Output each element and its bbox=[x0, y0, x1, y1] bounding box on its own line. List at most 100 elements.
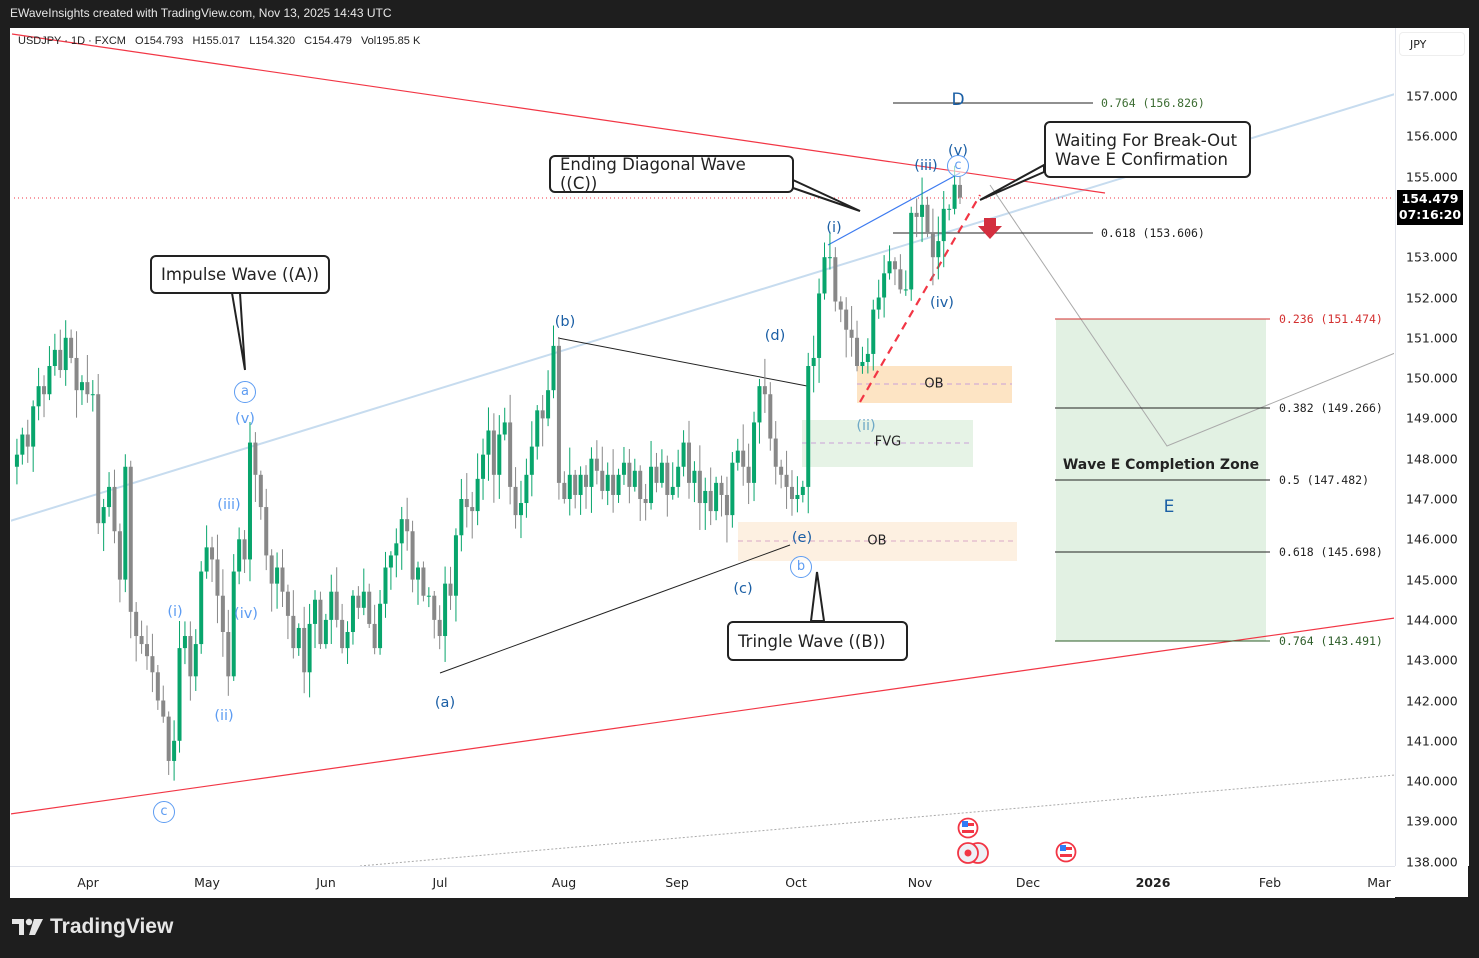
candle[interactable] bbox=[47, 366, 52, 395]
candle[interactable] bbox=[264, 507, 269, 556]
candle[interactable] bbox=[416, 567, 420, 580]
candle[interactable] bbox=[892, 261, 897, 270]
candle[interactable] bbox=[323, 619, 328, 645]
candle[interactable] bbox=[459, 499, 464, 536]
candle[interactable] bbox=[448, 583, 453, 596]
candle[interactable] bbox=[621, 462, 626, 475]
candle[interactable] bbox=[36, 386, 41, 407]
candle[interactable] bbox=[898, 269, 903, 290]
candle[interactable] bbox=[882, 273, 887, 298]
candle[interactable] bbox=[594, 458, 599, 471]
candle[interactable] bbox=[518, 503, 523, 516]
projection-path[interactable] bbox=[989, 184, 1395, 447]
wave-label[interactable]: (b) bbox=[554, 314, 576, 330]
candle[interactable] bbox=[79, 382, 84, 391]
candle[interactable] bbox=[318, 599, 323, 645]
wave-label[interactable]: E bbox=[1163, 497, 1175, 517]
candle[interactable] bbox=[329, 591, 334, 620]
candle[interactable] bbox=[172, 740, 177, 761]
candle[interactable] bbox=[941, 208, 946, 242]
wave-label[interactable]: (iii) bbox=[217, 497, 241, 513]
candle[interactable] bbox=[616, 474, 621, 495]
candle[interactable] bbox=[128, 466, 133, 612]
us-flag-event-icon[interactable] bbox=[957, 817, 979, 839]
candle[interactable] bbox=[714, 482, 719, 512]
candle[interactable] bbox=[253, 442, 258, 475]
triangle-lower-line[interactable] bbox=[439, 544, 791, 674]
candle[interactable] bbox=[421, 567, 426, 596]
candle[interactable] bbox=[605, 474, 610, 491]
candle[interactable] bbox=[659, 462, 664, 483]
candle[interactable] bbox=[703, 490, 708, 504]
circle-wave-label[interactable]: c bbox=[947, 155, 969, 177]
candle[interactable] bbox=[491, 430, 496, 475]
candle[interactable] bbox=[654, 466, 659, 483]
candle[interactable] bbox=[155, 672, 160, 701]
candle[interactable] bbox=[307, 623, 312, 673]
candle[interactable] bbox=[578, 474, 583, 495]
candle[interactable] bbox=[643, 499, 648, 504]
candle[interactable] bbox=[188, 636, 193, 677]
candle[interactable] bbox=[464, 499, 469, 508]
candle[interactable] bbox=[811, 357, 816, 367]
candle[interactable] bbox=[210, 547, 215, 560]
candle[interactable] bbox=[350, 595, 355, 632]
candle[interactable] bbox=[876, 297, 881, 310]
candle[interactable] bbox=[567, 474, 572, 499]
candle[interactable] bbox=[139, 636, 144, 645]
candle[interactable] bbox=[269, 555, 274, 584]
candle[interactable] bbox=[800, 486, 805, 495]
candle[interactable] bbox=[632, 470, 637, 487]
candle[interactable] bbox=[871, 309, 876, 354]
candle[interactable] bbox=[546, 390, 551, 419]
candle[interactable] bbox=[784, 474, 789, 487]
candle[interactable] bbox=[96, 394, 101, 524]
candle[interactable] bbox=[296, 627, 301, 649]
candle[interactable] bbox=[220, 595, 225, 632]
currency-button[interactable]: JPY bbox=[1399, 32, 1465, 56]
candle[interactable] bbox=[367, 591, 372, 624]
candle[interactable] bbox=[475, 478, 480, 512]
candle[interactable] bbox=[437, 619, 442, 637]
candle[interactable] bbox=[752, 422, 757, 483]
candle[interactable] bbox=[833, 257, 838, 302]
circle-wave-label[interactable]: a bbox=[234, 381, 256, 403]
candle[interactable] bbox=[508, 422, 513, 487]
candle[interactable] bbox=[280, 567, 285, 592]
candle[interactable] bbox=[166, 716, 171, 761]
tradingview-logo[interactable]: TradingView bbox=[12, 915, 173, 939]
candle[interactable] bbox=[573, 474, 578, 495]
wave-label[interactable]: (v) bbox=[235, 411, 255, 427]
candle[interactable] bbox=[589, 458, 594, 487]
candle[interactable] bbox=[556, 345, 561, 483]
candle[interactable] bbox=[426, 595, 431, 597]
candle[interactable] bbox=[85, 382, 90, 395]
candle[interactable] bbox=[31, 406, 36, 447]
candle[interactable] bbox=[860, 361, 865, 367]
candle[interactable] bbox=[649, 466, 654, 504]
candle[interactable] bbox=[199, 571, 204, 645]
candle[interactable] bbox=[925, 204, 930, 234]
candle[interactable] bbox=[117, 531, 122, 580]
waiting-breakout-callout[interactable]: Waiting For Break-Out Wave E Confirmation bbox=[1044, 121, 1251, 178]
candle[interactable] bbox=[231, 571, 236, 677]
candle[interactable] bbox=[74, 357, 79, 391]
candle[interactable] bbox=[247, 442, 252, 560]
candle[interactable] bbox=[844, 309, 849, 330]
candle[interactable] bbox=[107, 486, 112, 508]
candle[interactable] bbox=[670, 486, 675, 495]
wave-label[interactable]: (ii) bbox=[214, 708, 234, 724]
candle[interactable] bbox=[161, 700, 166, 717]
candle[interactable] bbox=[817, 293, 822, 358]
time-axis[interactable]: Apr May Jun Jul Aug Sep Oct Nov Dec 2026 Feb Mar bbox=[10, 866, 1395, 898]
dotted-support-line[interactable] bbox=[359, 774, 1395, 866]
candle[interactable] bbox=[600, 470, 605, 491]
candle[interactable] bbox=[789, 486, 794, 499]
candle[interactable] bbox=[513, 486, 518, 516]
candle[interactable] bbox=[692, 470, 697, 483]
triangle-wave-callout[interactable]: Tringle Wave ((B)) bbox=[727, 621, 908, 661]
candle[interactable] bbox=[535, 410, 540, 447]
candle[interactable] bbox=[69, 337, 74, 358]
candle[interactable] bbox=[730, 462, 735, 516]
candle[interactable] bbox=[757, 386, 762, 423]
